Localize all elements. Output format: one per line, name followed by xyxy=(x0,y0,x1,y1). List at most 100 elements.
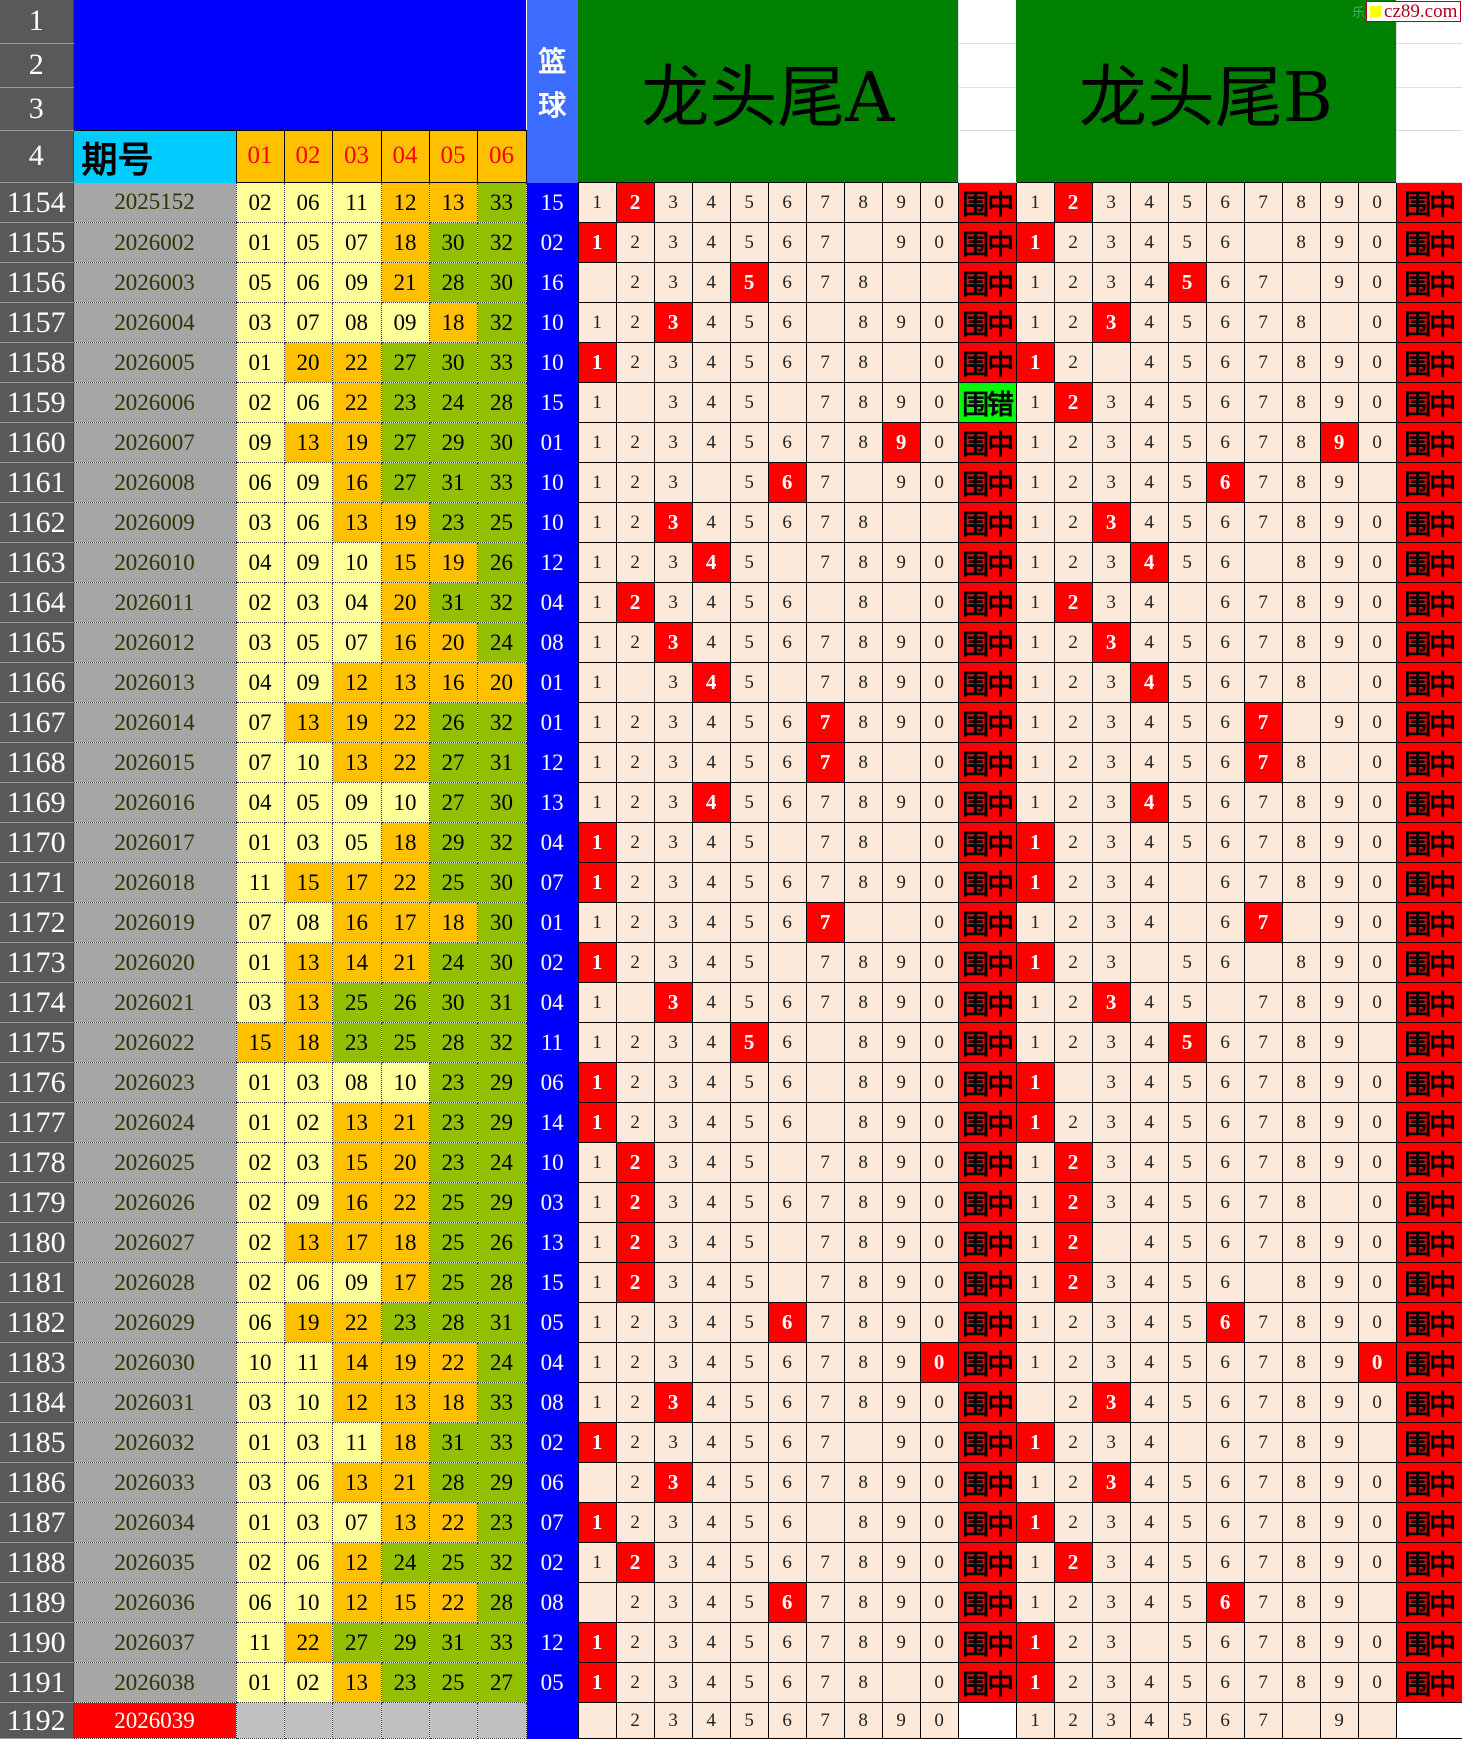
group-a-digit-cell[interactable]: 7 xyxy=(805,502,845,543)
group-a-digit-cell[interactable]: 3 xyxy=(653,1502,693,1543)
group-a-digit-cell[interactable]: 8 xyxy=(843,942,883,983)
group-a-digit-cell[interactable]: 5 xyxy=(729,1702,769,1739)
group-b-digit-cell[interactable]: 8 xyxy=(1281,1182,1321,1223)
number-cell[interactable]: 23 xyxy=(428,1062,478,1103)
blue-ball-cell[interactable]: 01 xyxy=(526,702,579,743)
group-b-digit-cell[interactable]: 4 xyxy=(1129,822,1169,863)
group-a-digit-cell[interactable]: 6 xyxy=(767,982,807,1023)
group-b-digit-cell[interactable]: 8 xyxy=(1281,462,1321,503)
group-b-digit-cell[interactable]: 3 xyxy=(1091,1622,1131,1663)
group-a-digit-cell[interactable]: 3 xyxy=(653,422,693,463)
group-b-digit-cell[interactable]: 3 xyxy=(1091,382,1131,423)
group-b-digit-cell[interactable]: 8 xyxy=(1281,1262,1321,1303)
group-b-digit-cell[interactable]: 9 xyxy=(1319,1382,1359,1423)
group-b-digit-cell[interactable]: 7 xyxy=(1243,582,1283,623)
group-b-digit-cell[interactable]: 0 xyxy=(1357,502,1397,543)
group-b-digit-cell[interactable]: 6 xyxy=(1205,1422,1245,1463)
blue-ball-cell[interactable]: 02 xyxy=(526,942,579,983)
group-a-digit-cell[interactable] xyxy=(767,662,807,703)
group-b-digit-cell[interactable]: 1 xyxy=(1015,1302,1055,1343)
group-a-result[interactable]: 围中 xyxy=(957,462,1017,503)
period-cell[interactable]: 2026020 xyxy=(73,942,236,983)
group-a-digit-cell[interactable]: 2 xyxy=(615,342,655,383)
row-number[interactable]: 1167 xyxy=(0,702,74,743)
group-b-digit-cell[interactable]: 0 xyxy=(1357,822,1397,863)
group-a-digit-cell[interactable]: 0 xyxy=(919,1422,959,1463)
group-b-digit-cell[interactable]: 0 xyxy=(1357,902,1397,943)
group-b-digit-cell[interactable]: 7 xyxy=(1243,422,1283,463)
group-b-digit-cell[interactable]: 6 xyxy=(1205,1302,1245,1343)
group-a-digit-cell[interactable]: 5 xyxy=(729,582,769,623)
row-number[interactable]: 1187 xyxy=(0,1502,74,1543)
group-a-digit-cell[interactable]: 7 xyxy=(805,902,845,943)
number-cell[interactable]: 13 xyxy=(331,1102,382,1143)
group-b-digit-cell[interactable]: 3 xyxy=(1091,702,1131,743)
group-b-digit-cell[interactable] xyxy=(1167,1422,1207,1463)
number-cell[interactable]: 03 xyxy=(235,982,285,1023)
number-cell[interactable]: 07 xyxy=(235,742,285,783)
group-a-digit-cell[interactable]: 9 xyxy=(881,182,921,223)
number-cell[interactable]: 13 xyxy=(380,662,430,703)
blue-ball-cell[interactable]: 04 xyxy=(526,582,579,623)
number-cell[interactable]: 26 xyxy=(476,542,527,583)
group-a-digit-cell[interactable]: 9 xyxy=(881,302,921,343)
group-b-digit-cell[interactable]: 6 xyxy=(1205,1182,1245,1223)
group-b-digit-cell[interactable]: 2 xyxy=(1053,462,1093,503)
group-b-digit-cell[interactable]: 4 xyxy=(1129,662,1169,703)
group-a-digit-cell[interactable]: 4 xyxy=(691,1542,731,1583)
row-number[interactable]: 1168 xyxy=(0,742,74,783)
group-b-digit-cell[interactable]: 4 xyxy=(1129,622,1169,663)
group-b-digit-cell[interactable]: 2 xyxy=(1053,1422,1093,1463)
number-cell[interactable]: 30 xyxy=(428,222,478,263)
group-b-digit-cell[interactable]: 1 xyxy=(1015,1262,1055,1303)
number-cell[interactable]: 24 xyxy=(476,1142,527,1183)
number-cell[interactable]: 22 xyxy=(331,382,382,423)
number-cell[interactable]: 28 xyxy=(428,1022,478,1063)
group-a-result[interactable]: 围中 xyxy=(957,502,1017,543)
group-b-digit-cell[interactable]: 0 xyxy=(1357,1302,1397,1343)
group-b-digit-cell[interactable]: 5 xyxy=(1167,422,1207,463)
group-b-digit-cell[interactable]: 7 xyxy=(1243,462,1283,503)
group-a-digit-cell[interactable]: 2 xyxy=(615,1182,655,1223)
group-b-digit-cell[interactable]: 4 xyxy=(1129,1542,1169,1583)
group-a-digit-cell[interactable] xyxy=(767,942,807,983)
number-cell[interactable]: 12 xyxy=(331,1542,382,1583)
number-cell[interactable]: 15 xyxy=(380,542,430,583)
group-a-digit-cell[interactable]: 3 xyxy=(653,822,693,863)
group-a-digit-cell[interactable] xyxy=(805,302,845,343)
period-cell[interactable]: 2026015 xyxy=(73,742,236,783)
group-a-digit-cell[interactable]: 4 xyxy=(691,222,731,263)
group-b-digit-cell[interactable]: 4 xyxy=(1129,1582,1169,1623)
group-b-digit-cell[interactable] xyxy=(1015,1382,1055,1423)
number-cell[interactable]: 01 xyxy=(235,222,285,263)
group-b-result[interactable]: 围中 xyxy=(1395,1502,1462,1543)
row-number[interactable]: 1192 xyxy=(0,1702,74,1739)
group-b-digit-cell[interactable] xyxy=(1091,342,1131,383)
group-b-digit-cell[interactable]: 2 xyxy=(1053,1702,1093,1739)
group-a-digit-cell[interactable] xyxy=(881,502,921,543)
group-b-digit-cell[interactable]: 5 xyxy=(1167,222,1207,263)
group-a-digit-cell[interactable]: 3 xyxy=(653,1142,693,1183)
group-b-digit-cell[interactable]: 1 xyxy=(1015,1622,1055,1663)
group-b-result[interactable]: 围中 xyxy=(1395,622,1462,663)
group-b-result[interactable]: 围中 xyxy=(1395,942,1462,983)
number-cell[interactable]: 07 xyxy=(331,222,382,263)
group-b-result[interactable]: 围中 xyxy=(1395,1102,1462,1143)
group-b-digit-cell[interactable]: 2 xyxy=(1053,302,1093,343)
group-b-digit-cell[interactable]: 4 xyxy=(1129,582,1169,623)
row-number[interactable]: 4 xyxy=(0,130,74,183)
group-a-digit-cell[interactable]: 0 xyxy=(919,622,959,663)
group-b-digit-cell[interactable]: 1 xyxy=(1015,342,1055,383)
group-a-digit-cell[interactable]: 9 xyxy=(881,942,921,983)
number-cell[interactable]: 06 xyxy=(235,1302,285,1343)
group-b-digit-cell[interactable]: 8 xyxy=(1281,1102,1321,1143)
group-b-digit-cell[interactable] xyxy=(1357,1582,1397,1623)
group-a-digit-cell[interactable]: 6 xyxy=(767,1662,807,1703)
number-cell[interactable]: 10 xyxy=(380,1062,430,1103)
group-b-digit-cell[interactable]: 3 xyxy=(1091,742,1131,783)
group-a-digit-cell[interactable]: 4 xyxy=(691,1062,731,1103)
group-a-digit-cell[interactable]: 5 xyxy=(729,1182,769,1223)
number-cell[interactable]: 04 xyxy=(235,662,285,703)
row-number[interactable]: 1156 xyxy=(0,262,74,303)
number-cell[interactable]: 25 xyxy=(428,1222,478,1263)
